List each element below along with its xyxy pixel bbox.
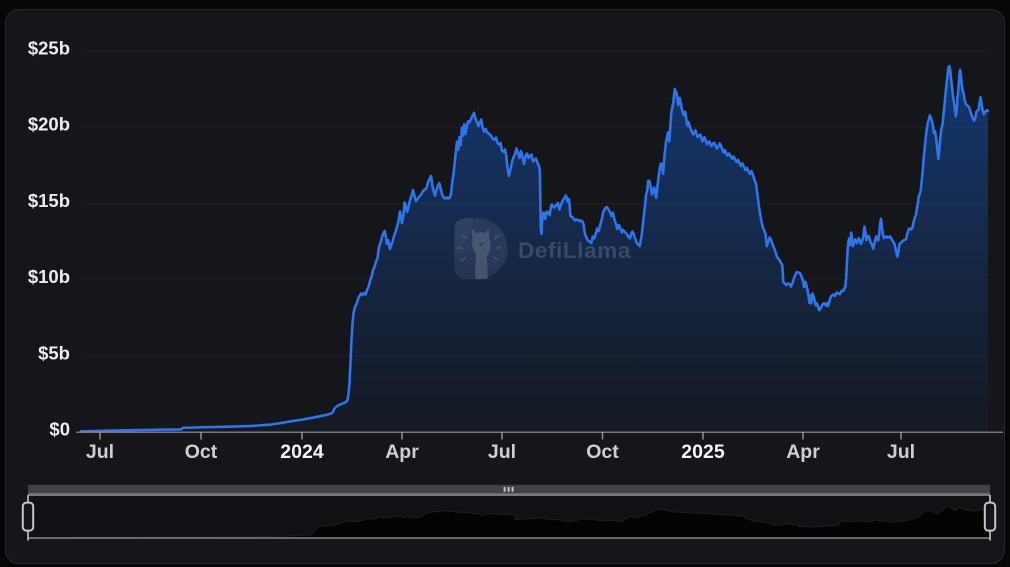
svg-text:$15b: $15b <box>28 190 70 211</box>
svg-text:Jul: Jul <box>488 441 516 463</box>
svg-text:$25b: $25b <box>28 38 70 59</box>
svg-text:Oct: Oct <box>185 441 218 463</box>
svg-text:$0: $0 <box>49 419 70 440</box>
svg-text:DefiLlama: DefiLlama <box>518 238 631 263</box>
svg-text:2025: 2025 <box>681 441 725 463</box>
svg-text:Apr: Apr <box>786 441 820 463</box>
svg-text:Jul: Jul <box>86 441 114 463</box>
svg-text:Apr: Apr <box>385 441 419 463</box>
svg-text:$10b: $10b <box>28 266 70 287</box>
svg-text:$20b: $20b <box>28 114 70 135</box>
svg-text:2024: 2024 <box>280 441 324 463</box>
svg-text:Jul: Jul <box>887 441 915 463</box>
svg-text:$5b: $5b <box>38 343 70 364</box>
svg-text:Oct: Oct <box>586 441 619 463</box>
